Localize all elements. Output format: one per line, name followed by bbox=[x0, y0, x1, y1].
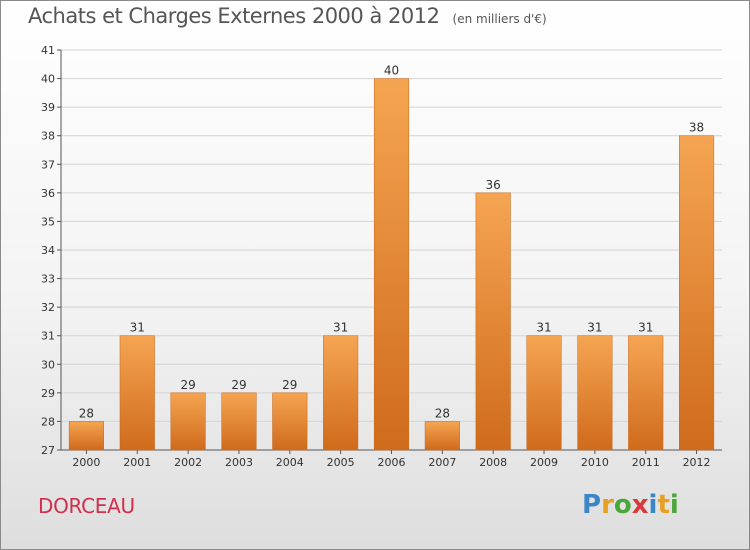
bar bbox=[373, 78, 410, 451]
bar-value-label: 29 bbox=[180, 378, 195, 392]
bar-value-label: 29 bbox=[231, 378, 246, 392]
x-tick-label: 2010 bbox=[581, 456, 609, 469]
logo-letter: o bbox=[613, 490, 632, 520]
x-tick-label: 2003 bbox=[225, 456, 253, 469]
x-tick-label: 2012 bbox=[683, 456, 711, 469]
bar-value-label: 36 bbox=[486, 178, 501, 192]
x-tick-label: 2005 bbox=[327, 456, 355, 469]
chart-title: Achats et Charges Externes 2000 à 2012 bbox=[28, 4, 440, 28]
logo-letter: P bbox=[582, 490, 602, 520]
bar bbox=[323, 335, 359, 451]
y-tick-label: 40 bbox=[41, 73, 55, 86]
x-tick-label: 2002 bbox=[174, 456, 202, 469]
x-tick-label: 2007 bbox=[428, 456, 456, 469]
x-tick-label: 2011 bbox=[632, 456, 660, 469]
proxiti-logo: Proxiti bbox=[582, 490, 679, 520]
bar bbox=[170, 392, 206, 451]
y-tick-label: 30 bbox=[41, 358, 55, 371]
bar bbox=[679, 135, 715, 451]
y-tick-label: 27 bbox=[41, 444, 55, 457]
y-tick-label: 28 bbox=[41, 415, 55, 428]
y-tick-label: 34 bbox=[41, 244, 55, 257]
logo-letter: r bbox=[601, 490, 614, 520]
bar-value-label: 31 bbox=[587, 321, 602, 335]
y-tick-label: 29 bbox=[41, 387, 55, 400]
logo-letter: i bbox=[648, 490, 658, 520]
bar-value-label: 29 bbox=[282, 378, 297, 392]
bar-value-label: 31 bbox=[536, 321, 551, 335]
bar bbox=[475, 192, 511, 451]
chart-header: Achats et Charges Externes 2000 à 2012 (… bbox=[28, 4, 547, 28]
y-tick-label: 39 bbox=[41, 101, 55, 114]
bar bbox=[221, 392, 257, 451]
bar bbox=[424, 421, 460, 451]
bar-value-label: 28 bbox=[435, 406, 450, 420]
y-tick-label: 31 bbox=[41, 330, 55, 343]
y-tick-label: 33 bbox=[41, 273, 55, 286]
y-tick-label: 38 bbox=[41, 130, 55, 143]
x-tick-label: 2000 bbox=[72, 456, 100, 469]
bar bbox=[119, 335, 155, 451]
bar bbox=[526, 335, 562, 451]
commune-name: DORCEAU bbox=[38, 494, 135, 518]
y-tick-label: 36 bbox=[41, 187, 55, 200]
bar-value-label: 40 bbox=[384, 64, 399, 78]
bar bbox=[577, 335, 613, 451]
x-tick-label: 2008 bbox=[479, 456, 507, 469]
x-tick-label: 2001 bbox=[123, 456, 151, 469]
y-tick-label: 37 bbox=[41, 158, 55, 171]
y-tick-label: 32 bbox=[41, 301, 55, 314]
bar bbox=[628, 335, 664, 451]
bar-value-label: 38 bbox=[689, 121, 704, 135]
chart-unit: (en milliers d'€) bbox=[452, 12, 547, 26]
x-tick-label: 2006 bbox=[378, 456, 406, 469]
y-tick-label: 35 bbox=[41, 215, 55, 228]
y-tick-label: 41 bbox=[41, 44, 55, 57]
logo-letter: i bbox=[669, 490, 679, 520]
bar-value-label: 28 bbox=[79, 406, 94, 420]
bar-value-label: 31 bbox=[638, 321, 653, 335]
x-tick-label: 2009 bbox=[530, 456, 558, 469]
logo-letter: x bbox=[631, 490, 649, 520]
bar-value-label: 31 bbox=[130, 321, 145, 335]
bar bbox=[272, 392, 308, 451]
bar-value-label: 31 bbox=[333, 321, 348, 335]
logo-letter: t bbox=[657, 490, 670, 520]
bar bbox=[68, 421, 104, 451]
x-tick-label: 2004 bbox=[276, 456, 304, 469]
